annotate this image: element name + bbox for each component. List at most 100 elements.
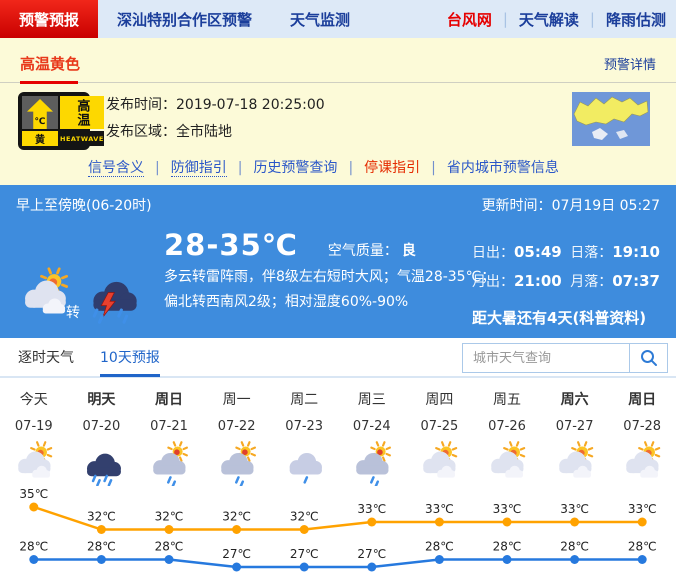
sunrise-time-value: 05:49	[514, 243, 562, 261]
temp-point	[29, 502, 39, 512]
tab-weather-monitoring[interactable]: 天气监测	[290, 10, 351, 29]
separator: |	[502, 10, 508, 28]
temp-label: 28℃	[628, 540, 657, 554]
temp-point	[434, 517, 444, 527]
temp-point	[434, 555, 444, 564]
sunrise-time: 日出：05:49	[472, 238, 562, 267]
temperature-range: 28-35℃	[164, 228, 298, 262]
temp-point	[232, 525, 242, 534]
air-quality: 空气质量：良	[327, 243, 416, 259]
temp-point	[299, 562, 309, 572]
day-name-07-24: 周三	[357, 392, 386, 408]
link-class-suspension-guide[interactable]: 停课指引	[364, 160, 421, 176]
link-history-warning-query[interactable]: 历史预警查询	[253, 160, 338, 176]
link-province-city-warnings[interactable]: 省内城市预警信息	[446, 160, 559, 176]
link-signal-meaning[interactable]: 信号含义	[88, 160, 144, 177]
rain-icon	[68, 439, 136, 487]
link-defense-guidelines[interactable]: 防御指引	[170, 160, 227, 177]
link-typhoon-net[interactable]: 台风网	[446, 10, 492, 29]
day-icons-row	[0, 437, 676, 487]
day-date-07-25: 07-25	[420, 419, 459, 434]
day-date-07-27: 07-27	[555, 419, 594, 434]
day-name-07-26: 周五	[492, 392, 521, 408]
warning-info: 发布时间：2019-07-18 20:25:00 发布区域：全市陆地	[106, 92, 325, 146]
temp-label: 28℃	[493, 540, 522, 554]
publish-time-label: 发布时间：	[106, 97, 176, 113]
warning-section: 高温黄色 预警详情 ℃ 高温 黄 HEATWAVE 发布时间：2019-07-1…	[0, 38, 676, 185]
temp-point	[367, 562, 377, 572]
publish-area-label: 发布区域：	[106, 124, 176, 140]
search-input[interactable]	[463, 344, 629, 372]
thunderstorm-icon	[82, 268, 138, 328]
separator: |	[237, 160, 243, 176]
warning-body: ℃ 高温 黄 HEATWAVE 发布时间：2019-07-18 20:25:00…	[0, 83, 676, 150]
low-temp-line	[33, 558, 643, 569]
warning-header: 高温黄色 预警详情	[0, 38, 676, 83]
period-label: 早上至傍晚(06-20时)	[16, 198, 152, 214]
moonrise-time-value: 21:00	[514, 272, 562, 290]
heat-wave-warning-icon: ℃ 高温 黄 HEATWAVE	[18, 92, 104, 150]
tab-shenshan-zone-warning[interactable]: 深汕特别合作区预警	[117, 10, 253, 29]
heat-sign-level: 黄	[22, 131, 58, 146]
day-date-07-26: 07-26	[488, 419, 526, 434]
temp-label: 32℃	[155, 510, 184, 524]
temp-label: 33℃	[628, 502, 657, 516]
current-weather-icons: 转	[16, 228, 138, 328]
partly-cloudy-icon	[16, 266, 74, 328]
tab-warning-forecast[interactable]: 预警预报	[0, 0, 99, 38]
search-button[interactable]	[629, 344, 667, 372]
temp-label: 28℃	[425, 540, 454, 554]
link-rainfall-estimation[interactable]: 降雨估测	[605, 10, 666, 29]
day-date-07-23: 07-23	[285, 419, 324, 434]
temp-label: 32℃	[290, 510, 319, 524]
temp-point	[164, 555, 174, 564]
top-nav: 预警预报 深汕特别合作区预警 天气监测 台风网 | 天气解读 | 降雨估测	[0, 0, 676, 38]
warning-links-row: 信号含义 | 防御指引 | 历史预警查询 | 停课指引 | 省内城市预警信息	[88, 157, 676, 177]
city-weather-search	[462, 343, 668, 373]
sunset-time-label: 日落：	[570, 245, 613, 261]
shower-icon	[135, 439, 203, 487]
day-name-07-23: 周二	[290, 392, 319, 408]
temp-label: 28℃	[87, 540, 116, 554]
temp-label: 33℃	[493, 502, 522, 516]
shenzhen-mini-map[interactable]	[572, 92, 650, 146]
separator: |	[589, 10, 595, 28]
science-info-link[interactable]: (科普资料)	[572, 309, 647, 327]
day-name-07-19: 今天	[19, 392, 48, 408]
day-names-row: 今天 明天 周日 周一 周二 周三 周四 周五 周六 周日	[0, 390, 676, 410]
publish-time-value: 2019-07-18 20:25:00	[176, 97, 325, 113]
temp-label: 27℃	[290, 547, 319, 561]
moonset-time: 月落：07:37	[570, 267, 660, 296]
temp-label: 27℃	[357, 547, 386, 561]
top-nav-links: 台风网 | 天气解读 | 降雨估测	[447, 0, 676, 38]
temp-label: 28℃	[19, 540, 48, 554]
day-dates-row: 07-19 07-20 07-21 07-22 07-23 07-24 07-25 07-26…	[0, 410, 676, 437]
day-date-07-19: 07-19	[14, 419, 53, 434]
temp-point	[299, 525, 309, 534]
partly-cloudy-icon	[0, 439, 68, 487]
temp-label: 27℃	[222, 547, 251, 561]
temp-point	[502, 517, 512, 527]
ten-day-forecast: 今天 明天 周日 周一 周二 周三 周四 周五 周六 周日 07-19 07-20 07-21 07-2…	[0, 378, 676, 585]
day-date-07-20: 07-20	[82, 419, 121, 434]
sunset-time-value: 19:10	[612, 243, 660, 261]
search-icon	[639, 348, 659, 368]
high-temp-line	[33, 505, 643, 531]
top-nav-tabs: 预警预报 深汕特别合作区预警 天气监测	[0, 0, 369, 38]
partly-cloudy-icon	[473, 439, 541, 487]
temperature-chart: 35℃ 32℃ 32℃ 32℃ 32℃ 33℃ 33℃ 33℃ 33℃ 33℃ 28℃ 28℃ 28℃ 2…	[0, 487, 676, 585]
tab-hourly-weather[interactable]: 逐时天气	[18, 350, 74, 366]
link-weather-interpretation[interactable]: 天气解读	[518, 10, 579, 29]
temp-point	[232, 562, 242, 572]
temp-label: 33℃	[560, 502, 589, 516]
tab-10day-forecast[interactable]: 10天预报	[100, 339, 160, 377]
day-date-07-28: 07-28	[623, 419, 662, 434]
sun-moon-row: 月出：21:00 月落：07:37	[472, 267, 660, 296]
solar-term-countdown: 距大暑还有4天(科普资料)	[472, 309, 647, 327]
sunset-time: 日落：19:10	[570, 238, 660, 267]
transition-label: 转	[66, 305, 80, 321]
sunrise-time-label: 日出：	[472, 245, 514, 261]
warning-detail-link[interactable]: 预警详情	[603, 57, 656, 73]
partly-cloudy-icon	[608, 439, 676, 487]
